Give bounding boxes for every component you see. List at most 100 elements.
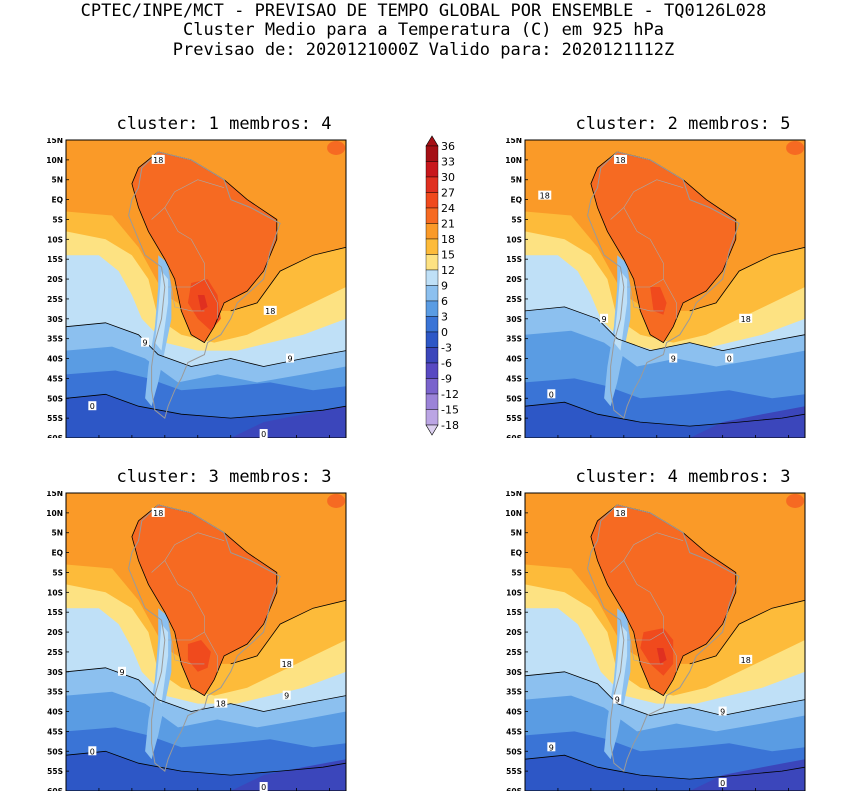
map-panel-1: 15N 10N 5N EQ 5S 10S 15S 20S 25S 30S 35S 40S 45S 50S 5… [30,138,350,438]
colorbar-swatch [425,192,439,209]
contour-label: 0 [727,355,732,364]
lat-tick-label: 60S [47,434,63,438]
lat-tick-label: 45S [47,374,63,383]
contour-label: 9 [602,315,607,324]
lat-tick-label: 15S [47,255,63,264]
colorbar-label: 9 [441,280,448,293]
contour-label: 18 [282,660,292,669]
colorbar-label: 24 [441,202,455,215]
colorbar-label: 0 [441,326,448,339]
contour-label: 18 [615,156,625,165]
colorbar-swatch [425,207,439,224]
map-frame [65,139,347,438]
colorbar-swatch [425,393,439,410]
lat-tick-label: 30S [506,668,522,677]
contour-label: 18 [153,509,163,518]
colorbar-label: 30 [441,171,455,184]
lat-tick-label: 10S [47,588,63,597]
colorbar-swatch [425,378,439,395]
lat-tick-label: 50S [47,394,63,403]
contour-label: 18 [153,156,163,165]
lat-tick-label: 25S [47,648,63,657]
lat-tick-label: 10S [506,235,522,244]
contour-label: 18 [216,700,226,709]
lat-tick-label: 15S [47,608,63,617]
lat-tick-label: 55S [506,767,522,776]
colorbar-label: -15 [441,404,459,417]
lat-tick-label: 15S [506,255,522,264]
lat-tick-label: 5S [511,215,522,224]
colorbar-label: -18 [441,419,459,432]
lat-tick-label: 5S [52,568,63,577]
lat-tick-label: 25S [47,295,63,304]
colorbar-swatch [425,362,439,379]
contour-label: 0 [90,402,95,411]
lat-tick-label: 40S [47,355,63,364]
contour-label: 9 [615,696,620,705]
lat-tick-label: 35S [47,335,63,344]
lat-tick-label: EQ [511,196,523,205]
lat-tick-label: 25S [506,648,522,657]
lat-tick-label: 15N [505,491,522,498]
contour-label: 9 [671,355,676,364]
colorbar-label: 12 [441,264,455,277]
colorbar-swatch [425,161,439,178]
lat-tick-label: 60S [506,434,522,438]
lat-tick-label: 30S [47,315,63,324]
colorbar-swatch [425,409,439,426]
lat-tick-label: 10N [505,156,522,165]
lat-tick-label: 20S [47,275,63,284]
panel-title-3: cluster: 3 membros: 3 [116,467,332,487]
colorbar-swatch [425,145,439,162]
lat-tick-label: EQ [511,549,523,558]
colorbar-swatch [425,223,439,240]
lat-tick-label: 35S [506,335,522,344]
contour-label: 0 [90,747,95,756]
header-title-line2: Cluster Medio para a Temperatura (C) em … [182,20,665,40]
map-svg: 15N 10N 5N EQ 5S 10S 15S 20S 25S 30S 35S 40S 45S 50S 5… [46,138,347,438]
colorbar-label: 33 [441,156,455,169]
lat-tick-label: 15N [46,138,63,145]
lat-tick-label: 5S [511,568,522,577]
map-svg: 15N 10N 5N EQ 5S 10S 15S 20S 25S 30S 35S 40S 45S 50S 5… [505,491,806,791]
lat-tick-label: 5N [511,176,523,185]
header-title-line3: Previsao de: 2020121000Z Valido para: 20… [172,40,675,60]
colorbar-swatch [425,238,439,255]
contour-label: 18 [615,509,625,518]
contour-label: 18 [265,307,275,316]
lat-tick-label: 45S [506,374,522,383]
lat-tick-label: EQ [52,196,64,205]
lat-tick-label: 10S [506,588,522,597]
lat-tick-label: 20S [47,628,63,637]
lat-tick-label: 40S [506,355,522,364]
colorbar-label: 6 [441,295,448,308]
panel-title-2: cluster: 2 membros: 5 [575,114,791,134]
contour-label: 9 [549,743,554,752]
lat-tick-label: 45S [506,727,522,736]
lat-tick-label: 15N [46,491,63,498]
colorbar-label: -3 [441,342,452,355]
colorbar-label: -12 [441,388,459,401]
lat-tick-label: 35S [506,688,522,697]
map-frame [524,139,806,438]
lat-tick-label: 50S [506,747,522,756]
colorbar-swatch [425,347,439,364]
lat-tick-label: 20S [506,275,522,284]
lat-tick-label: 20S [506,628,522,637]
lat-tick-label: 40S [506,708,522,717]
lat-tick-label: 60S [47,787,63,791]
lat-tick-label: 35S [47,688,63,697]
contour-label: 9 [119,668,124,677]
lat-tick-label: 10N [505,509,522,518]
lat-tick-label: 55S [506,414,522,423]
contour-label: 9 [720,708,725,717]
lat-tick-label: 45S [47,727,63,736]
colorbar-swatch [425,300,439,317]
colorbar-swatch [425,316,439,333]
contour-label: 18 [540,192,550,201]
map-frame [524,492,806,791]
colorbar-swatch [425,331,439,348]
colorbar-label: 21 [441,218,455,231]
map-panel-4: 15N 10N 5N EQ 5S 10S 15S 20S 25S 30S 35S 40S 45S 50S 5… [489,491,809,791]
